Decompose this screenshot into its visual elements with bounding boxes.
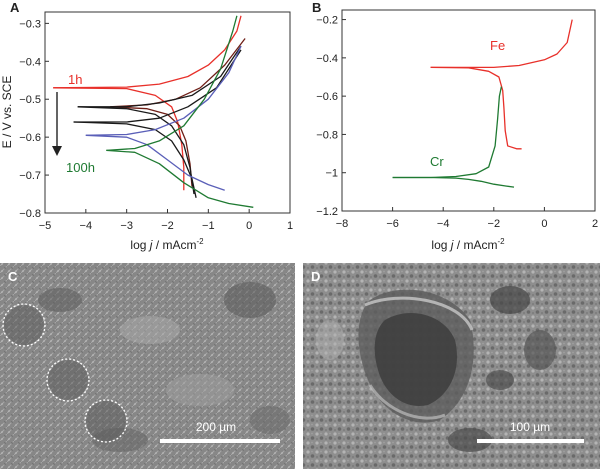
panel-a-series-3-anodic-line <box>77 45 242 108</box>
panel-a-x-tick-label: −1 <box>202 220 215 232</box>
panel-a-y-tick-label: −0.3 <box>19 18 41 30</box>
panel-b-plot-frame <box>341 9 596 212</box>
panel-a-x-tick-label: −3 <box>120 220 133 232</box>
series-label-cr: Cr <box>430 154 444 169</box>
panel-a-y-ticks: −0.8 −0.7 −0.6 −0.5 −0.4 −0.3 <box>19 18 49 220</box>
panel-a-x-ticks: −5 −4 −3 −2 −1 0 1 <box>39 209 293 232</box>
panel-a-y-tick-label: −0.4 <box>19 56 41 68</box>
panel-b-series-1-cathodic-line <box>430 66 522 150</box>
panel-a-x-axis-label: log j / mAcm-2 <box>130 237 204 252</box>
pit-marker-circle <box>46 358 90 402</box>
panel-b-series-2-anodic-line <box>392 86 503 179</box>
panel-a-series-6-anodic-line <box>106 15 238 152</box>
panel-a-chart: A −5 −4 −3 −2 −1 0 1 −0.8−0.7−0.6−0.5−0.4−0.3 … <box>0 0 293 252</box>
panel-c-letter: C <box>8 269 18 284</box>
panel-a-y-tick-label: −0.7 <box>19 170 41 182</box>
panel-a-series-6-cathodic-line <box>106 149 254 208</box>
panel-a-y-axis-label: E / V vs. SCE <box>0 76 14 149</box>
panel-b-x-tick-label: −4 <box>437 218 450 230</box>
series-label-fe: Fe <box>490 38 505 53</box>
panel-a-series-1-anodic-line <box>53 15 242 89</box>
panel-a-series-group <box>53 15 254 208</box>
time-direction-arrow <box>52 92 62 156</box>
panel-a-plot-frame <box>44 11 291 214</box>
pit-marker-circle <box>2 303 46 347</box>
panel-b-x-tick-label: −2 <box>488 218 501 230</box>
annotation-100h: 100h <box>66 160 95 175</box>
panel-d-letter: D <box>311 269 320 284</box>
panel-b-series-2-cathodic-line <box>392 176 515 188</box>
panel-b-x-axis-label: log j / mAcm-2 <box>431 237 505 252</box>
panel-b-y-tick-label: −1.2 <box>316 206 338 218</box>
panel-a-x-tick-label: 0 <box>246 220 252 232</box>
panel-b-y-ticks: −1.2 −1 −0.8 −0.6 −0.4 −0.2 <box>316 15 346 218</box>
panel-b-x-ticks: −8 −6 −4 −2 0 2 <box>336 207 598 230</box>
panel-a-series-4-anodic-line <box>73 49 242 123</box>
panel-a-x-tick-label: −4 <box>80 220 93 232</box>
panel-a-letter: A <box>10 0 20 15</box>
panel-a-series-1-cathodic-line <box>53 87 185 191</box>
panel-a-series-5-anodic-line <box>85 45 242 136</box>
panel-b-y-tick-label: −0.8 <box>316 129 338 141</box>
pit-marker-circle <box>84 399 128 443</box>
panel-b-y-tick-label: −0.6 <box>316 91 338 103</box>
panel-a-y-tick-label: −0.8 <box>19 208 41 220</box>
panel-b-series-group <box>392 19 573 188</box>
panel-a-x-tick-label: −5 <box>39 220 52 232</box>
panel-b-x-tick-label: −6 <box>386 218 399 230</box>
corrosion-pit <box>4 305 44 345</box>
panel-b-x-tick-label: 2 <box>592 218 598 230</box>
panel-b-y-tick-label: −0.4 <box>316 53 338 65</box>
panel-b-chart: B −8 −6 −4 −2 0 2 −1.2 −1 −0.8 −0.6 −0.4 −0.2 log … <box>312 0 598 252</box>
corrosion-pit <box>48 360 88 400</box>
panel-a-y-tick-label: −0.5 <box>19 94 41 106</box>
scale-bar-d-label: 100 µm <box>510 420 550 434</box>
panel-a-x-tick-label: 1 <box>287 220 293 232</box>
scale-bar-d <box>477 439 584 443</box>
panel-b-y-tick-label: −0.2 <box>316 15 338 27</box>
panel-a-x-tick-label: −2 <box>161 220 174 232</box>
sem-c-texture <box>38 282 290 452</box>
panel-a-series-5-cathodic-line <box>85 134 225 191</box>
panel-b-y-tick-label: −1 <box>325 168 338 180</box>
panel-d-sem-image: D 100 µm <box>303 263 600 469</box>
panel-b-x-tick-label: −8 <box>336 218 349 230</box>
panel-a-series-3-cathodic-line <box>77 106 195 195</box>
panel-b-x-tick-label: 0 <box>541 218 547 230</box>
corrosion-pit <box>86 401 126 441</box>
scale-bar-c <box>160 439 280 443</box>
scale-bar-c-label: 200 µm <box>196 420 236 434</box>
panel-a-y-tick-label: −0.6 <box>19 132 41 144</box>
panel-a-series-4-cathodic-line <box>73 121 197 198</box>
sem-d-texture <box>316 286 556 452</box>
panel-c-sem-image: C 200 µm <box>0 263 295 469</box>
panel-a-series-2-cathodic-line <box>110 106 193 187</box>
annotation-1h: 1h <box>68 72 82 87</box>
panel-b-series-1-anodic-line <box>430 19 573 69</box>
panel-b-letter: B <box>312 0 321 15</box>
